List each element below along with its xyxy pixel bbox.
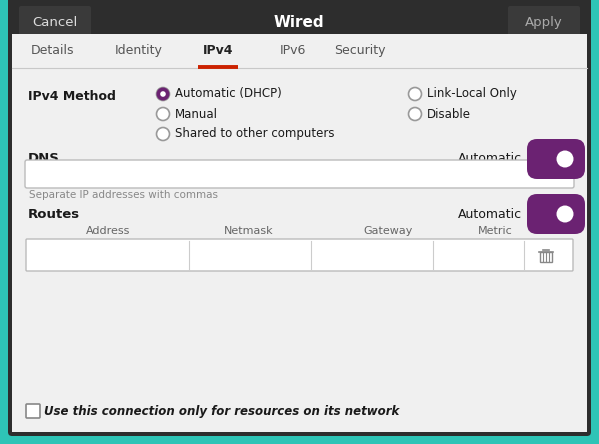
Text: Automatic (DHCP): Automatic (DHCP) <box>175 87 282 100</box>
Circle shape <box>556 206 573 222</box>
FancyBboxPatch shape <box>508 6 580 40</box>
Text: Automatic: Automatic <box>458 152 522 166</box>
Circle shape <box>556 151 573 167</box>
Text: Link-Local Only: Link-Local Only <box>427 87 517 100</box>
FancyBboxPatch shape <box>26 404 40 418</box>
Text: Cancel: Cancel <box>32 16 78 29</box>
Text: IPv4: IPv4 <box>202 44 233 58</box>
FancyBboxPatch shape <box>25 160 574 188</box>
Circle shape <box>409 107 422 120</box>
Text: Routes: Routes <box>28 207 80 221</box>
Text: Netmask: Netmask <box>224 226 274 236</box>
Text: Shared to other computers: Shared to other computers <box>175 127 334 140</box>
FancyBboxPatch shape <box>26 239 573 271</box>
Text: Security: Security <box>334 44 386 58</box>
Text: Apply: Apply <box>525 16 563 29</box>
FancyBboxPatch shape <box>8 8 591 436</box>
Text: Details: Details <box>31 44 74 58</box>
Circle shape <box>156 87 170 100</box>
Text: Gateway: Gateway <box>364 226 413 236</box>
Text: Automatic: Automatic <box>458 207 522 221</box>
Circle shape <box>156 87 170 100</box>
FancyBboxPatch shape <box>19 6 91 40</box>
Text: DNS: DNS <box>28 152 60 166</box>
Text: Disable: Disable <box>427 107 471 120</box>
Text: Identity: Identity <box>115 44 163 58</box>
Text: IPv6: IPv6 <box>280 44 306 58</box>
FancyBboxPatch shape <box>527 194 585 234</box>
Text: Separate IP addresses with commas: Separate IP addresses with commas <box>29 190 218 200</box>
Text: IPv4 Method: IPv4 Method <box>28 90 116 103</box>
Circle shape <box>160 91 166 97</box>
FancyBboxPatch shape <box>12 28 587 64</box>
Circle shape <box>156 127 170 140</box>
FancyBboxPatch shape <box>527 139 585 179</box>
FancyBboxPatch shape <box>12 54 587 432</box>
Text: Metric: Metric <box>477 226 512 236</box>
Text: Address: Address <box>86 226 130 236</box>
Text: Manual: Manual <box>175 107 218 120</box>
FancyBboxPatch shape <box>8 0 591 52</box>
Circle shape <box>409 87 422 100</box>
Text: Use this connection only for resources on its network: Use this connection only for resources o… <box>44 404 400 417</box>
Circle shape <box>156 107 170 120</box>
FancyBboxPatch shape <box>12 34 587 68</box>
Text: Wired: Wired <box>274 16 324 31</box>
